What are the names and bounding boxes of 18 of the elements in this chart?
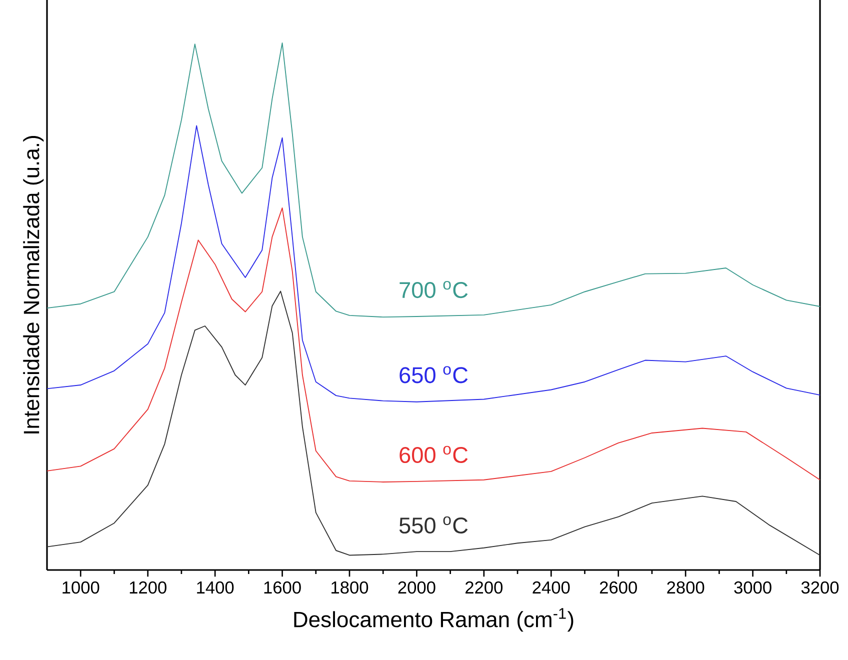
x-tick-label: 1600 xyxy=(264,581,301,594)
x-tick-label: 1400 xyxy=(197,581,234,594)
x-tick-label: 3200 xyxy=(801,581,839,594)
series-label: 700 $^{o}$C xyxy=(400,280,468,298)
x-tick-label: 2600 xyxy=(600,581,637,594)
x-tick-label: 1000 xyxy=(62,581,100,594)
x-tick-label: 3000 xyxy=(734,581,772,594)
x-tick-label: 2200 xyxy=(466,581,503,594)
x-tick-label: 1200 xyxy=(130,581,166,594)
x-tick-label: 1800 xyxy=(332,581,368,594)
series-label: 600 $^{o}$C xyxy=(400,446,468,464)
x-axis-title: Deslocamento Raman (cm$^{-1}$) xyxy=(294,608,574,632)
x-tick-label: 2400 xyxy=(532,581,570,594)
x-tick-label: 2000 xyxy=(398,581,436,594)
x-tick-label: 2800 xyxy=(667,581,704,594)
series-label: 550 $^{o}$C xyxy=(399,516,468,534)
series-label: 650 $^{o}$C xyxy=(400,366,468,384)
y-axis-title: Intensidade Normalizada (u.a.) xyxy=(23,136,44,434)
